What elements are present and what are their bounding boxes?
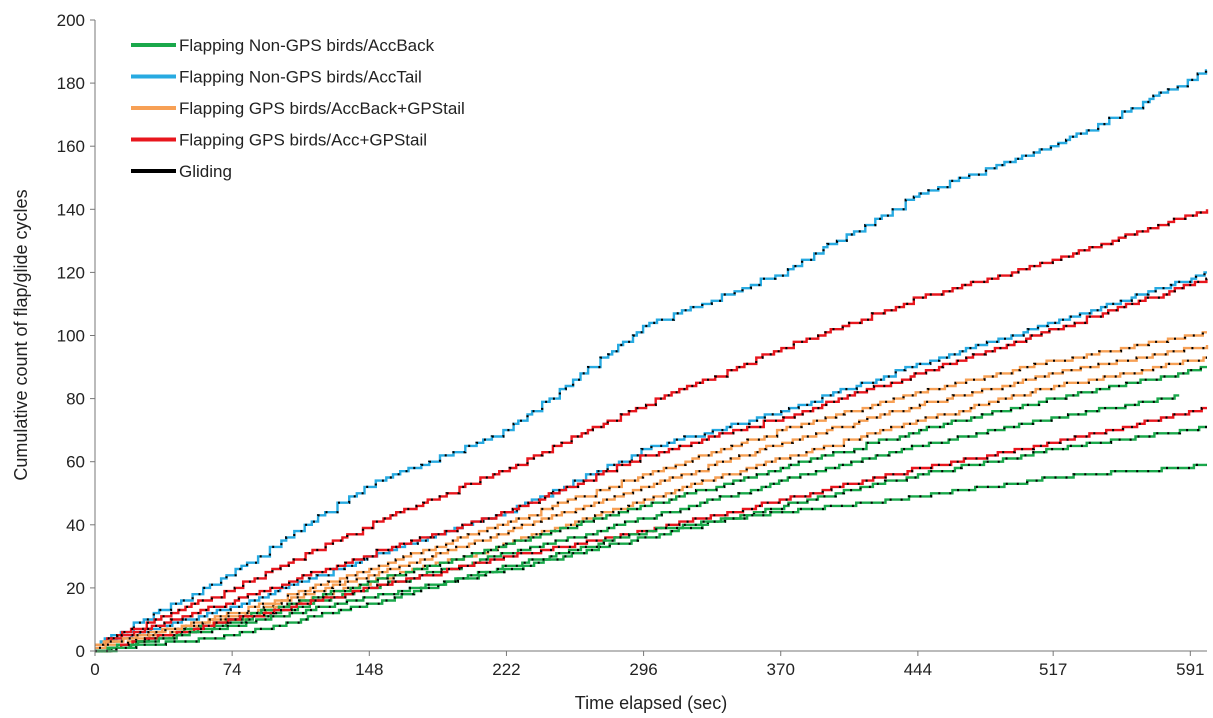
legend-label: Gliding [179, 162, 232, 181]
x-tick-label: 148 [355, 660, 383, 679]
x-tick-label: 517 [1039, 660, 1067, 679]
series-line [95, 345, 1209, 646]
gliding-overlay [95, 69, 1208, 646]
x-tick-label: 0 [90, 660, 99, 679]
y-tick-label: 80 [66, 390, 85, 409]
plot-area: 0 20 40 60 80 100 120 140 160 180 200 0 74 148 222 296… [11, 11, 1209, 713]
y-tick-label: 120 [57, 263, 85, 282]
x-tick-label: 444 [904, 660, 932, 679]
y-tick-label: 180 [57, 74, 85, 93]
series-line [95, 425, 1207, 653]
legend-label: Flapping GPS birds/Acc+GPStail [179, 131, 427, 150]
x-tick-label: 222 [492, 660, 520, 679]
x-tick-label: 74 [223, 660, 242, 679]
y-tick-label: 100 [57, 327, 85, 346]
legend: Flapping Non-GPS birds/AccBack Flapping N… [131, 36, 465, 181]
legend-label: Flapping Non-GPS birds/AccBack [179, 36, 435, 55]
y-axis-title: Cumulative count of flap/glide cycles [11, 189, 31, 480]
x-tick-label: 370 [767, 660, 795, 679]
legend-label: Flapping Non-GPS birds/AccTail [179, 68, 422, 87]
y-tick-label: 60 [66, 453, 85, 472]
y-tick-label: 0 [76, 642, 85, 661]
series-line [95, 277, 1208, 646]
gliding-overlay [95, 209, 1209, 646]
gliding-overlay [95, 463, 1207, 653]
x-tick-label: 591 [1176, 660, 1204, 679]
y-tick-label: 140 [57, 200, 85, 219]
series-line [95, 463, 1207, 653]
series-line [95, 365, 1207, 653]
series-line [95, 406, 1207, 653]
y-tick-label: 20 [66, 579, 85, 598]
gliding-overlay [95, 356, 1207, 649]
y-tick-label: 40 [66, 516, 85, 535]
x-tick-label: 296 [629, 660, 657, 679]
y-ticks: 0 20 40 60 80 100 120 140 160 180 200 [57, 11, 95, 661]
y-tick-label: 200 [57, 11, 85, 30]
gliding-overlay [95, 271, 1207, 646]
axes: 0 20 40 60 80 100 120 140 160 180 200 0 74 148 222 296… [57, 11, 1207, 679]
series-line [95, 209, 1209, 646]
x-ticks: 0 74 148 222 296 370 444 517 591 [90, 651, 1205, 679]
series-line [95, 331, 1207, 646]
series-group [95, 69, 1209, 653]
y-tick-label: 160 [57, 137, 85, 156]
series-line [95, 271, 1207, 646]
gliding-overlay [95, 407, 1207, 653]
x-axis-title: Time elapsed (sec) [575, 693, 727, 713]
gliding-overlay [95, 366, 1207, 653]
gliding-overlay [95, 277, 1208, 646]
series-line [95, 69, 1208, 646]
legend-label: Flapping GPS birds/AccBack+GPStail [179, 99, 465, 118]
